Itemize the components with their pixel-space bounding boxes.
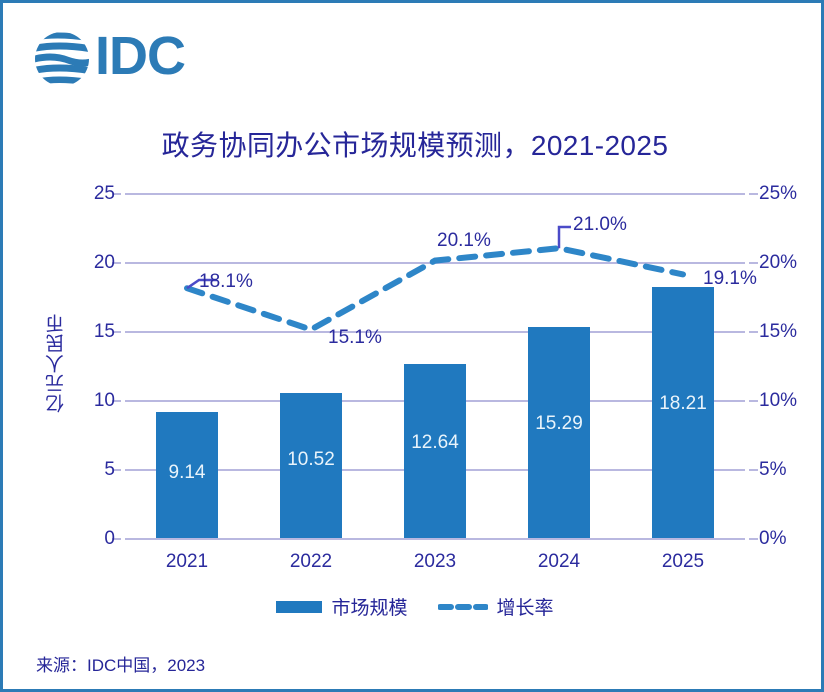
y-tick-left (112, 538, 121, 540)
bar-value-label: 12.64 (411, 432, 459, 453)
svg-text:IDC: IDC (95, 27, 185, 86)
bar-value-label: 10.52 (287, 449, 335, 470)
y-axis-label-left: 5 (104, 459, 115, 480)
legend-bar-swatch (276, 600, 323, 613)
line-value-label: 18.1% (199, 271, 253, 292)
gridline (125, 262, 745, 264)
y-axis-label-right: 0% (759, 528, 787, 549)
y-axis-label-left: 20 (93, 252, 115, 273)
y-tick-right (749, 400, 758, 402)
y-axis-label-left: 10 (93, 390, 115, 411)
y-axis-label-left: 15 (93, 321, 115, 342)
bar-2023[interactable] (404, 364, 466, 538)
bar-value-label: 15.29 (535, 413, 583, 434)
legend-item-growth-rate[interactable]: 增长率 (437, 593, 554, 620)
bar-2022[interactable] (280, 393, 342, 538)
x-axis-label-2021: 2021 (165, 551, 209, 572)
y-tick-left (112, 400, 121, 402)
y-axis-label-right: 15% (759, 321, 798, 342)
y-tick-right (749, 469, 758, 471)
y-tick-left (112, 262, 121, 264)
chart-title: 政务协同办公市场规模预测，2021-2025 (161, 130, 669, 161)
y-tick-right (749, 193, 758, 195)
bar-2021[interactable] (156, 412, 218, 538)
y-tick-right (749, 331, 758, 333)
line-value-label: 21.0% (573, 214, 627, 235)
gridline (125, 193, 745, 195)
y-axis-label-left: 25 (93, 183, 115, 204)
bar-value-label: 9.14 (168, 462, 206, 483)
y-axis-label-right: 25% (759, 183, 798, 204)
source-note: 来源：IDC中国，2023 (36, 656, 206, 675)
y-axis-label-right: 20% (759, 252, 798, 273)
gridline (125, 538, 745, 540)
line-value-label: 15.1% (328, 327, 382, 348)
idc-logo: IDC (33, 27, 233, 91)
y-axis-label-right: 10% (759, 390, 798, 411)
plot-area (112, 193, 758, 540)
y-tick-left (112, 469, 121, 471)
line-value-label: 20.1% (437, 230, 491, 251)
y-tick-right (749, 538, 758, 540)
legend-label-growth-rate: 增长率 (496, 598, 554, 619)
x-axis-label-2025: 2025 (661, 551, 705, 572)
y-tick-left (112, 331, 121, 333)
chart-legend: 市场规模 增长率 (3, 593, 821, 620)
legend-item-market-size[interactable]: 市场规模 (276, 593, 408, 620)
legend-label-market-size: 市场规模 (331, 598, 408, 619)
legend-line-swatch (437, 603, 488, 610)
y-tick-left (112, 193, 121, 195)
y-axis-label-left: 0 (104, 528, 115, 549)
x-axis-label-2024: 2024 (537, 551, 581, 572)
y-tick-right (749, 262, 758, 264)
idc-wordmark: IDC (95, 27, 186, 86)
x-axis-label-2022: 2022 (289, 551, 333, 572)
y-axis-label-right: 5% (759, 459, 787, 480)
bar-2024[interactable] (528, 327, 590, 538)
globe-icon (35, 32, 89, 85)
bar-value-label: 18.21 (659, 393, 707, 414)
line-value-label: 19.1% (703, 268, 757, 289)
x-axis-label-2023: 2023 (413, 551, 457, 572)
